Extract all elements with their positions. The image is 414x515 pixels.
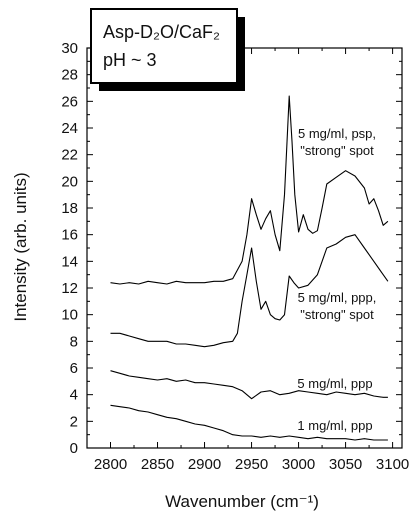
series-line-psp-strong xyxy=(110,95,389,285)
y-axis-label: Intensity (arb. units) xyxy=(11,172,30,321)
x-tick-label: 2850 xyxy=(141,456,174,473)
annotation-line: "strong" spot xyxy=(300,307,374,322)
x-tick-label: 3050 xyxy=(329,456,362,473)
x-tick-label: 2800 xyxy=(94,456,127,473)
y-tick-label: 16 xyxy=(61,227,78,244)
x-tick-label: 2900 xyxy=(188,456,221,473)
annotation-line: 5 mg/ml, ppp, xyxy=(298,290,377,305)
legend-ph-label: pH ~ 3 xyxy=(103,50,157,70)
series-annotations: 5 mg/ml, psp, "strong" spot 5 mg/ml, ppp, "… xyxy=(297,126,376,433)
annotation-5mg-ppp: 5 mg/ml, ppp xyxy=(297,376,372,391)
series-lines xyxy=(110,95,389,441)
y-tick-label: 10 xyxy=(61,307,78,324)
y-tick-label: 14 xyxy=(61,253,78,270)
annotation-line: "strong" spot xyxy=(300,143,374,158)
y-tick-label: 4 xyxy=(70,387,78,404)
y-tick-label: 6 xyxy=(70,360,78,377)
annotation-psp-strong: 5 mg/ml, psp, "strong" spot xyxy=(298,126,376,158)
annotation-line: 1 mg/ml, ppp xyxy=(297,418,372,433)
series-line-5mg-ppp xyxy=(110,370,388,400)
y-tick-label: 8 xyxy=(70,333,78,350)
y-tick-label: 20 xyxy=(61,173,78,190)
annotation-ppp-strong: 5 mg/ml, ppp, "strong" spot xyxy=(298,290,377,322)
x-axis-label: Wavenumber (cm⁻¹) xyxy=(165,492,319,511)
x-tick-label: 3000 xyxy=(282,456,315,473)
annotation-line: 5 mg/ml, ppp xyxy=(297,376,372,391)
y-tick-label: 0 xyxy=(70,440,78,457)
y-tick-label: 22 xyxy=(61,147,78,164)
series-line-1mg-ppp xyxy=(110,404,388,441)
sample-legend-box: Asp-D₂O/CaF₂ pH ~ 3 xyxy=(90,8,245,91)
legend-frame xyxy=(90,8,238,84)
series-line-ppp-strong xyxy=(110,234,389,348)
legend-sample-label: Asp-D₂O/CaF₂ xyxy=(103,22,220,42)
y-tick-label: 2 xyxy=(70,413,78,430)
x-tick-label: 2950 xyxy=(235,456,268,473)
y-tick-label: 26 xyxy=(61,93,78,110)
annotation-1mg-ppp: 1 mg/ml, ppp xyxy=(297,418,372,433)
y-tick-label: 28 xyxy=(61,67,78,84)
annotation-line: 5 mg/ml, psp, xyxy=(298,126,376,141)
x-tick-label: 3100 xyxy=(376,456,409,473)
y-tick-label: 30 xyxy=(61,40,78,57)
y-tick-label: 24 xyxy=(61,120,78,137)
y-tick-label: 18 xyxy=(61,200,78,217)
y-tick-label: 12 xyxy=(61,280,78,297)
